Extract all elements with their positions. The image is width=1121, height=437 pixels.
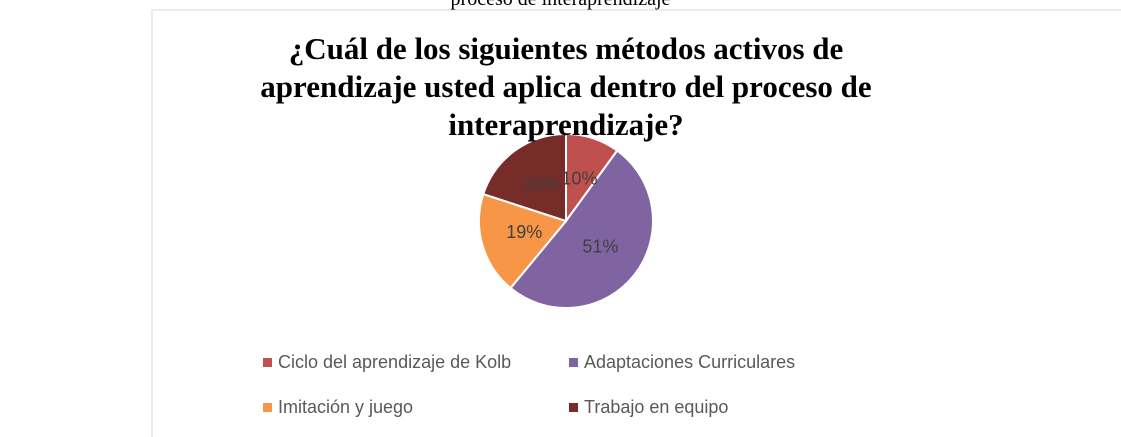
data-label: 10% (561, 168, 597, 188)
legend-swatch (263, 358, 272, 367)
data-label: 20% (522, 175, 558, 195)
legend-swatch (569, 403, 578, 412)
data-label: 19% (506, 222, 542, 242)
legend-label: Imitación y juego (278, 397, 413, 417)
legend-swatch (263, 403, 272, 412)
legend-label: Adaptaciones Curriculares (584, 352, 795, 372)
pie-slice (509, 149, 654, 309)
legend-label: Ciclo del aprendizaje de Kolb (278, 352, 511, 372)
legend-swatch (569, 358, 578, 367)
chart-title: ¿Cuál de los siguientes métodos activos … (260, 31, 872, 142)
data-label: 51% (582, 236, 618, 256)
pie-slice (481, 132, 567, 223)
legend-label: Trabajo en equipo (584, 397, 728, 417)
pie-slice (478, 192, 568, 290)
caption: proceso de interaprendizaje (0, 0, 1121, 11)
